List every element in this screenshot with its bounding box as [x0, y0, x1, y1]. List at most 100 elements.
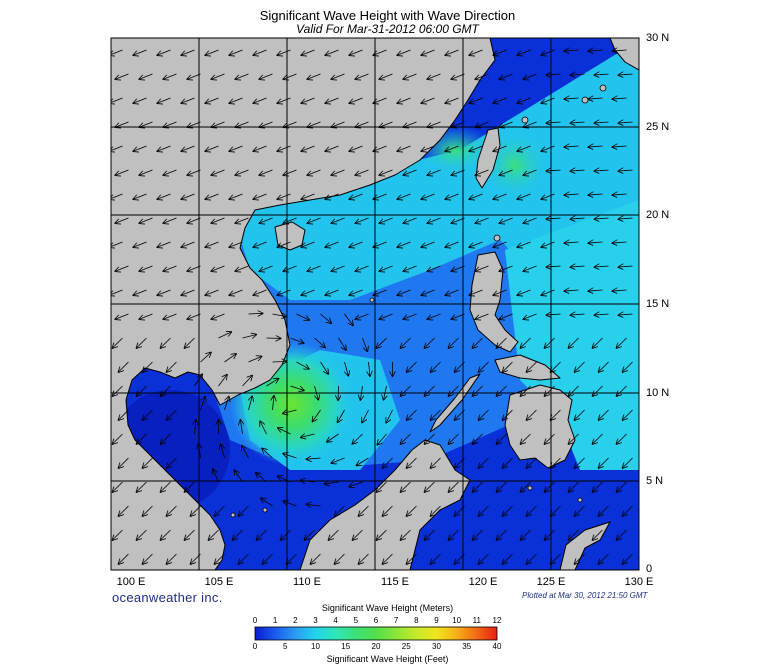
wave-arrow — [473, 529, 483, 540]
wave-arrow — [449, 433, 459, 444]
wave-arrow — [401, 385, 411, 396]
wave-arrow — [259, 217, 273, 223]
wave-arrow — [111, 241, 123, 247]
wave-arrow — [137, 337, 147, 348]
wave-arrow — [301, 434, 315, 437]
wave-arrow — [139, 121, 153, 127]
wave-arrow — [401, 481, 411, 492]
wave-arrow — [455, 505, 465, 516]
wave-arrow — [137, 529, 147, 540]
wave-arrow — [331, 121, 345, 127]
wave-arrow — [143, 457, 153, 468]
wave-arrow — [205, 289, 219, 295]
wave-arrow — [283, 454, 297, 459]
wave-arrow — [475, 121, 489, 127]
wave-arrow — [373, 49, 387, 55]
wave-arrow — [325, 49, 339, 55]
wave-arrow — [379, 73, 393, 79]
wave-arrow — [455, 361, 465, 372]
wave-arrow — [407, 457, 417, 468]
wave-arrow — [451, 265, 465, 271]
wave-arrow — [235, 121, 249, 127]
wave-arrow — [359, 553, 369, 564]
colorbar-tick: 5 — [353, 616, 359, 625]
wave-arrow — [469, 193, 483, 199]
wave-arrow — [235, 169, 249, 175]
wave-arrow — [314, 337, 325, 347]
wave-arrow — [377, 337, 387, 348]
wave-arrow — [305, 529, 315, 540]
wave-arrow — [403, 217, 417, 223]
wave-arrow — [403, 265, 417, 271]
wave-arrow — [619, 314, 633, 315]
wave-arrow — [619, 122, 633, 123]
colorbar-tick: 11 — [472, 616, 481, 625]
wave-arrow — [119, 553, 129, 564]
wave-arrow — [421, 289, 435, 295]
lat-label: 10 N — [646, 387, 670, 399]
wave-arrow — [384, 385, 387, 400]
wave-arrow — [545, 385, 555, 396]
wave-arrow — [589, 194, 603, 195]
wave-arrow — [111, 193, 123, 199]
wave-arrow — [551, 505, 561, 516]
wave-arrow — [475, 73, 489, 79]
wave-arrow — [401, 529, 411, 540]
wave-arrow — [377, 433, 387, 445]
colorbar-tick: 10 — [311, 642, 320, 651]
wave-arrow — [431, 409, 441, 420]
wave-arrow — [287, 553, 297, 564]
wave-arrow — [325, 97, 339, 103]
wave-arrow — [229, 145, 243, 151]
wave-arrow — [499, 265, 513, 271]
wave-arrow — [307, 265, 321, 271]
wave-arrow — [379, 169, 393, 175]
colorbar-tick: 3 — [313, 616, 318, 625]
wave-arrow — [379, 313, 393, 319]
wave-arrow — [541, 145, 555, 151]
colorbar-tick: 0 — [252, 642, 258, 651]
wave-arrow — [349, 193, 363, 199]
wave-arrow — [545, 481, 555, 492]
wave-arrow — [593, 529, 603, 540]
wave-arrow — [565, 194, 579, 195]
wave-arrow — [469, 97, 483, 103]
wave-arrow — [338, 409, 345, 422]
wave-arrow — [613, 194, 627, 195]
wave-arrow — [195, 420, 196, 435]
wave-arrow — [119, 505, 129, 516]
colorbar-tick: 8 — [414, 616, 419, 625]
wave-arrow — [575, 409, 585, 420]
wave-arrow — [475, 169, 489, 175]
wave-arrow — [355, 73, 369, 79]
wave-arrow — [503, 361, 513, 372]
wave-arrow — [619, 218, 633, 219]
lat-label: 15 N — [646, 298, 670, 310]
wave-arrow — [200, 353, 211, 363]
wave-arrow — [362, 337, 368, 351]
wave-arrow — [139, 73, 153, 79]
wave-arrow — [163, 217, 177, 223]
wave-arrow — [261, 498, 273, 507]
wave-arrow — [133, 97, 147, 103]
wave-arrow — [213, 469, 219, 483]
wave-arrow — [277, 97, 291, 103]
wave-arrow — [113, 433, 123, 444]
wave-arrow — [589, 50, 603, 51]
wave-arrow — [205, 49, 219, 55]
wave-arrow — [595, 170, 609, 171]
colorbar-tick: 2 — [293, 616, 298, 625]
wave-arrow — [425, 481, 435, 492]
wave-arrow — [617, 433, 627, 444]
wave-arrow — [589, 290, 603, 291]
wave-arrow — [547, 314, 561, 315]
wave-arrow — [115, 169, 129, 175]
wave-arrow — [499, 121, 513, 127]
wave-arrow — [475, 313, 489, 319]
wave-arrow — [260, 421, 267, 435]
wave-arrow — [331, 169, 345, 175]
wave-arrow — [331, 217, 345, 223]
wave-arrow — [397, 241, 411, 247]
wave-arrow — [119, 457, 129, 468]
wave-arrow — [619, 266, 633, 267]
